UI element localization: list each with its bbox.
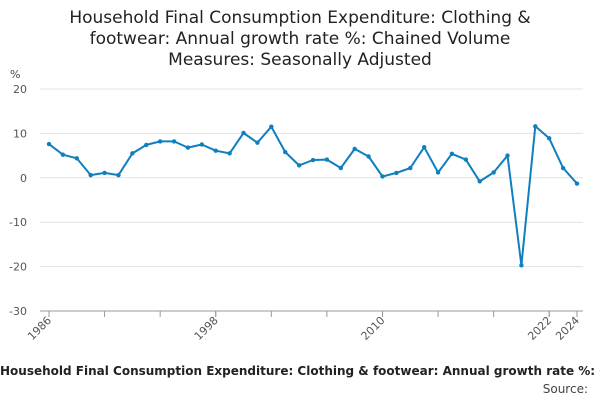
- data-point-1986: [46, 141, 52, 147]
- data-point-1987: [60, 152, 66, 157]
- y-tick-label-5: -30: [9, 305, 27, 318]
- y-tick-label-1: 10: [13, 127, 27, 140]
- data-point-2023: [560, 165, 566, 171]
- chart-title-line-1: Household Final Consumption Expenditure:…: [69, 8, 531, 28]
- data-point-2017: [477, 179, 482, 184]
- y-tick-label-0: 20: [13, 83, 27, 96]
- data-point-2006: [324, 157, 330, 162]
- data-point-2005: [310, 157, 316, 163]
- data-point-2014: [435, 170, 441, 175]
- data-point-2001: [255, 140, 260, 145]
- chart-title-line-3: Measures: Seasonally Adjusted: [168, 50, 432, 70]
- x-tick-label-1: 1998: [192, 314, 221, 343]
- data-point-2018: [491, 170, 496, 175]
- data-point-2000: [241, 130, 246, 136]
- data-point-2003: [283, 149, 288, 155]
- y-tick-label-2: 0: [20, 172, 27, 185]
- y-tick-label-3: -10: [9, 216, 27, 229]
- data-point-2022: [547, 136, 552, 141]
- data-point-1988: [74, 156, 79, 161]
- source-footer: Source:: [0, 382, 600, 396]
- data-point-1990: [102, 170, 107, 176]
- chart-title-line-2: footwear: Annual growth rate %: Chained …: [89, 29, 511, 49]
- data-point-1992: [130, 151, 135, 156]
- data-point-2016: [463, 157, 469, 162]
- data-point-1993: [144, 142, 149, 148]
- data-point-1998: [213, 148, 218, 153]
- data-point-1994: [157, 139, 163, 144]
- data-point-2012: [408, 165, 413, 171]
- data-point-1996: [185, 145, 191, 150]
- data-point-2004: [296, 163, 302, 168]
- x-tick-label-3: 2022: [525, 314, 554, 343]
- data-point-2010: [380, 174, 385, 179]
- data-point-2019: [505, 153, 510, 158]
- x-tick-label-4: 2024: [553, 314, 582, 343]
- y-axis-label: %: [10, 68, 20, 81]
- data-point-2009: [366, 154, 371, 159]
- y-tick-label-4: -20: [9, 261, 27, 274]
- x-tick-label-2: 2010: [359, 314, 388, 343]
- data-point-2011: [394, 170, 399, 176]
- data-point-1995: [171, 139, 177, 144]
- data-point-2021: [533, 124, 538, 129]
- series-footer: Household Final Consumption Expenditure:…: [0, 364, 600, 378]
- data-point-1997: [199, 142, 205, 147]
- data-point-1989: [88, 172, 93, 178]
- data-point-2007: [338, 165, 343, 171]
- data-point-2002: [269, 124, 274, 129]
- chart-title: Household Final Consumption Expenditure:…: [0, 8, 600, 71]
- data-point-2008: [352, 146, 357, 152]
- source-label: Source:: [542, 382, 588, 396]
- data-point-2015: [449, 151, 455, 157]
- data-point-2013: [421, 144, 427, 150]
- data-point-1999: [227, 151, 232, 156]
- series-line-0: [48, 125, 578, 267]
- data-point-2024: [574, 181, 580, 186]
- data-point-2020: [519, 263, 524, 268]
- series-footer-text: Household Final Consumption Expenditure:…: [0, 364, 600, 378]
- data-point-1991: [116, 172, 121, 178]
- x-tick-label-0: 1986: [25, 314, 54, 343]
